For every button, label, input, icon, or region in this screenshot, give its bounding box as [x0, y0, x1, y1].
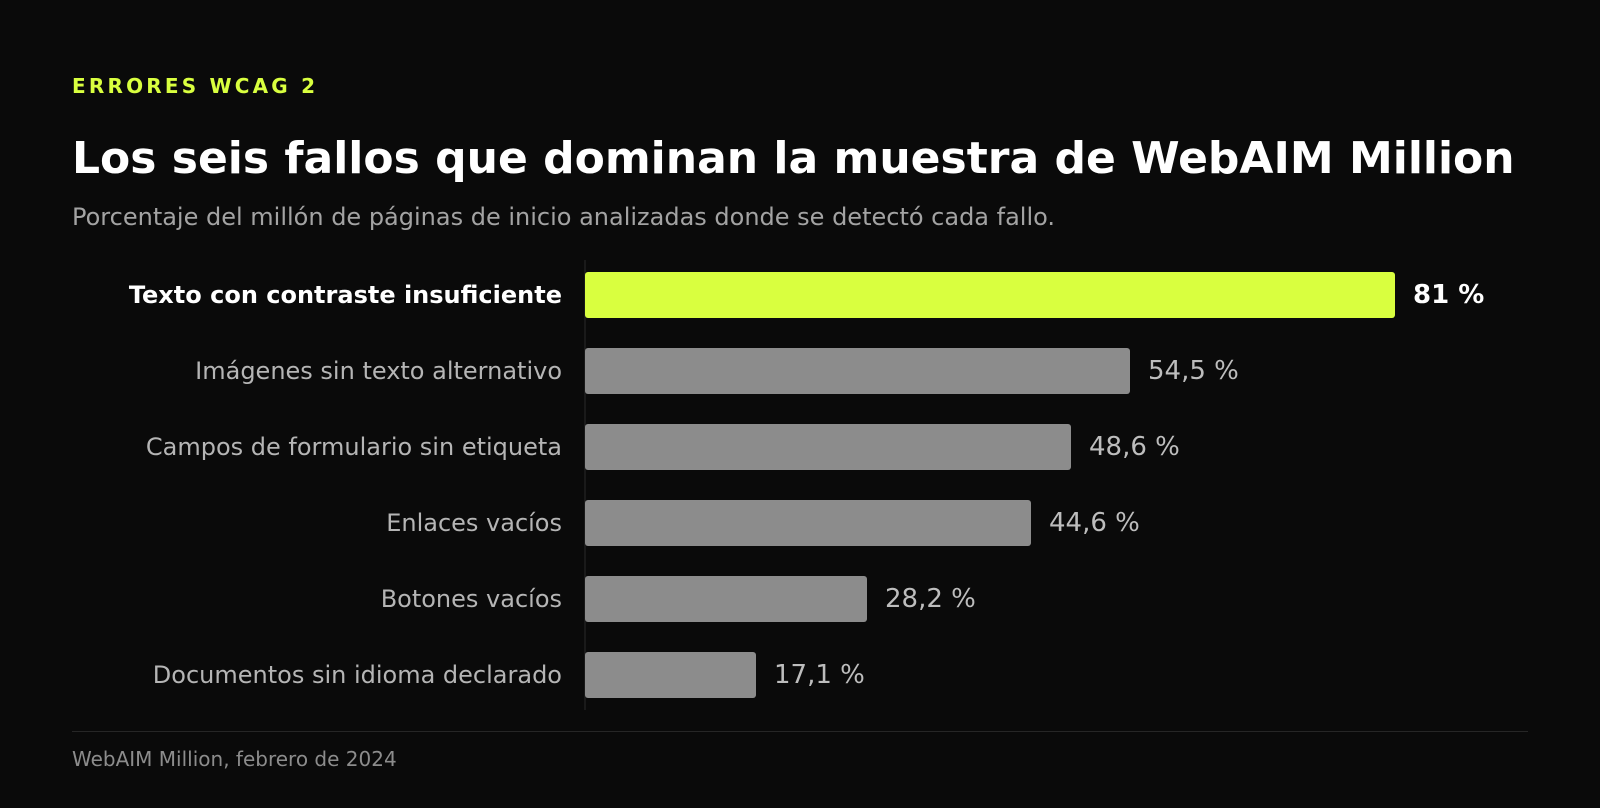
value-label: 17,1 % — [774, 660, 865, 690]
bar — [585, 424, 1071, 470]
category-label: Enlaces vacíos — [386, 509, 562, 537]
category-label: Imágenes sin texto alternativo — [195, 357, 562, 385]
bar — [585, 272, 1395, 318]
value-label: 44,6 % — [1049, 508, 1140, 538]
category-label: Documentos sin idioma declarado — [153, 661, 562, 689]
category-label: Campos de formulario sin etiqueta — [146, 433, 562, 461]
chart-subtitle: Porcentaje del millón de páginas de inic… — [72, 203, 1056, 231]
value-label: 28,2 % — [885, 584, 976, 614]
bar — [585, 652, 756, 698]
value-label: 48,6 % — [1089, 432, 1180, 462]
value-label: 81 % — [1413, 280, 1484, 310]
source-note: WebAIM Million, febrero de 2024 — [72, 747, 397, 771]
footer-divider — [72, 731, 1528, 732]
chart-title: Los seis fallos que dominan la muestra d… — [72, 133, 1515, 184]
chart-eyebrow: ERRORES WCAG 2 — [72, 74, 319, 98]
bar — [585, 348, 1130, 394]
bars-group: Texto con contraste insuficiente 81 % Imág… — [129, 272, 1484, 698]
bar — [585, 500, 1031, 546]
value-label: 54,5 % — [1148, 356, 1239, 386]
category-label: Texto con contraste insuficiente — [129, 281, 562, 309]
category-label: Botones vacíos — [381, 585, 562, 613]
bar — [585, 576, 867, 622]
